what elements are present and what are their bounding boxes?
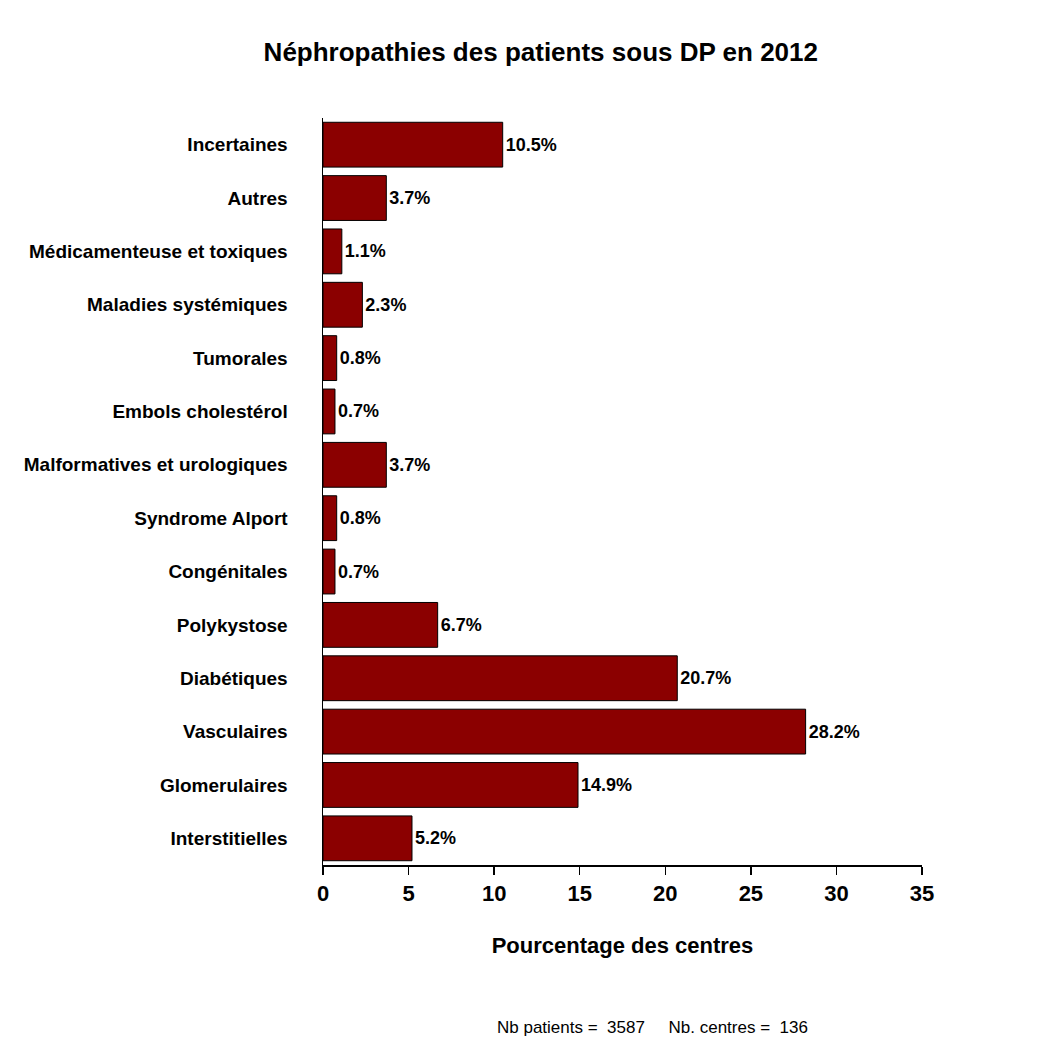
svg-text:Maladies systémiques: Maladies systémiques — [87, 294, 288, 315]
svg-text:30: 30 — [824, 881, 848, 906]
svg-text:14.9%: 14.9% — [581, 775, 632, 795]
svg-text:0.7%: 0.7% — [338, 562, 379, 582]
svg-text:20.7%: 20.7% — [680, 668, 731, 688]
svg-text:15: 15 — [567, 881, 591, 906]
svg-text:Vasculaires: Vasculaires — [183, 721, 288, 742]
svg-text:0.7%: 0.7% — [338, 401, 379, 421]
svg-text:2.3%: 2.3% — [365, 295, 406, 315]
svg-text:Pourcentage des centres: Pourcentage des centres — [492, 933, 754, 958]
svg-text:25: 25 — [739, 881, 763, 906]
svg-text:6.7%: 6.7% — [441, 615, 482, 635]
svg-text:Polykystose: Polykystose — [177, 615, 288, 636]
svg-text:0: 0 — [317, 881, 329, 906]
svg-text:Autres: Autres — [228, 188, 288, 209]
svg-text:20: 20 — [653, 881, 677, 906]
svg-text:Nb patients = 3587 Nb. ce: Nb patients = 3587 Nb. centres = 136 — [497, 1018, 808, 1037]
svg-text:35: 35 — [910, 881, 934, 906]
svg-text:Malformatives et urologiques: Malformatives et urologiques — [24, 454, 288, 475]
svg-text:28.2%: 28.2% — [809, 722, 860, 742]
svg-text:Diabétiques: Diabétiques — [180, 668, 288, 689]
svg-text:3.7%: 3.7% — [389, 455, 430, 475]
svg-text:3.7%: 3.7% — [389, 188, 430, 208]
svg-text:Incertaines: Incertaines — [187, 134, 287, 155]
svg-text:Néphropathies des patients sou: Néphropathies des patients sous DP en 20… — [264, 37, 818, 67]
svg-text:0.8%: 0.8% — [340, 508, 381, 528]
svg-text:5.2%: 5.2% — [415, 828, 456, 848]
svg-text:Interstitielles: Interstitielles — [170, 828, 287, 849]
svg-text:Embols cholestérol: Embols cholestérol — [112, 401, 287, 422]
svg-text:Médicamenteuse et toxiques: Médicamenteuse et toxiques — [29, 241, 288, 262]
svg-text:0.8%: 0.8% — [340, 348, 381, 368]
svg-text:10.5%: 10.5% — [506, 135, 557, 155]
svg-text:Congénitales: Congénitales — [168, 561, 287, 582]
svg-text:Tumorales: Tumorales — [193, 348, 288, 369]
svg-text:Glomerulaires: Glomerulaires — [160, 775, 288, 796]
svg-text:1.1%: 1.1% — [345, 241, 386, 261]
svg-text:10: 10 — [482, 881, 506, 906]
svg-text:5: 5 — [402, 881, 414, 906]
svg-text:Syndrome Alport: Syndrome Alport — [134, 508, 288, 529]
